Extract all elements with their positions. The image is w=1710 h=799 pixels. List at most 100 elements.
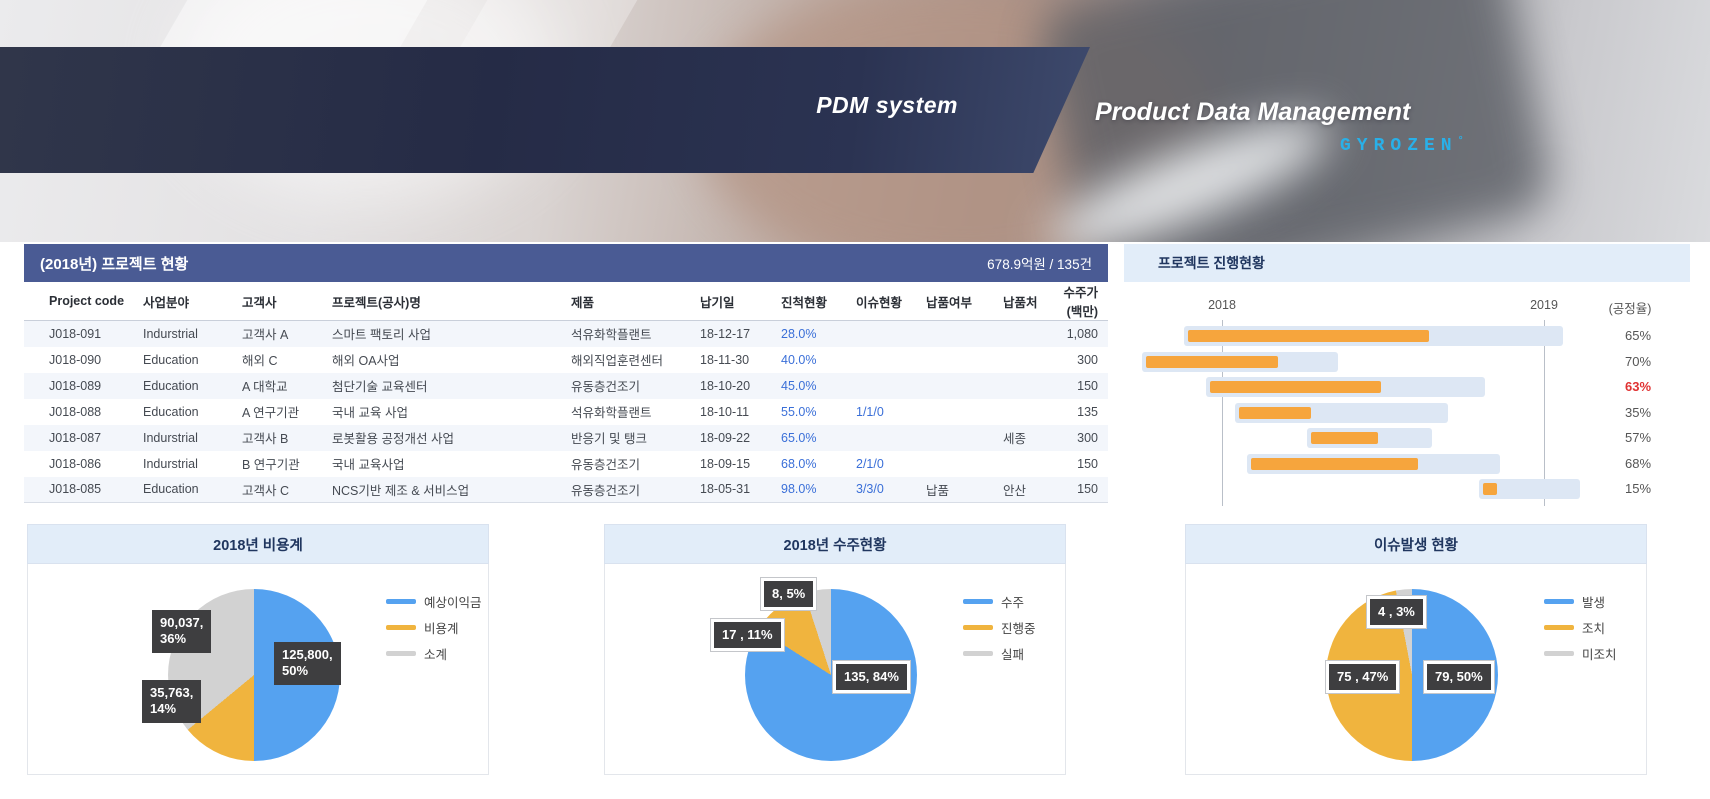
gyrozen-logo-mark: ° (1457, 136, 1464, 147)
pie-label-profit: 125,800, 50% (274, 642, 341, 685)
table-row[interactable]: J018-085 Education 고객사 C NCS기반 제조 & 서비스업 유동층… (24, 476, 1108, 503)
table-row[interactable]: J018-089 Education A 대학교 첨단기술 교육센터 유동층건조기 18-… (24, 372, 1108, 399)
cost-pie-panel: 2018년 비용계 125,800, 50% 35,763, 14% 90,03… (27, 524, 489, 775)
pdm-system-title: PDM system (816, 92, 958, 118)
table-cell: J018-090 (49, 352, 102, 367)
table-cell: B 연구기관 (242, 458, 300, 472)
table-cell: J018-088 (49, 404, 102, 419)
table-cell: 150 (1050, 476, 1108, 503)
table-row[interactable]: J018-088 Education A 연구기관 국내 교육 사업 석유화학플랜트 18… (24, 399, 1108, 425)
gantt-bar-track[interactable] (1184, 326, 1563, 346)
table-cell: 해외 C (242, 354, 278, 368)
table-cell: 고객사 C (232, 476, 322, 503)
legend-label: 예상이익금 (424, 596, 482, 610)
table-cell: J018-089 (49, 378, 102, 393)
table-cell: 유동층건조기 (571, 380, 641, 394)
gantt-row: 68% (1124, 453, 1690, 480)
table-cell (916, 321, 993, 347)
gantt-bar-track[interactable] (1307, 428, 1432, 448)
hero-banner: PDM system Product Data Management GYROZ… (0, 0, 1710, 242)
orders-pie-header: 2018년 수주현황 (604, 524, 1066, 564)
column-header: 진척현황 (771, 282, 846, 321)
table-cell: 300 (1077, 430, 1098, 445)
legend-item: 발생 (1544, 592, 1617, 611)
progress-value[interactable]: 45.0% (781, 378, 817, 393)
axis-label-2019: 2019 (1530, 298, 1558, 312)
table-row[interactable]: J018-087 Indurstrial 고객사 B 로봇활용 공정개선 사업 반응기 … (24, 424, 1108, 451)
gantt-bar-fill (1311, 432, 1378, 444)
table-cell: 안산 (993, 476, 1050, 503)
table-cell (846, 347, 916, 373)
table-cell: 18-10-11 (700, 404, 750, 419)
gantt-percent-label: 63% (1624, 379, 1652, 394)
progress-value[interactable]: 65.0% (781, 430, 817, 445)
legend-item: 진행중 (963, 618, 1036, 637)
table-row[interactable]: J018-091 Indurstrial 고객사 A 스마트 팩토리 사업 석유화학플랜… (24, 320, 1108, 347)
legend-swatch-blue-icon (1544, 599, 1574, 604)
gantt-row: 15% (1124, 479, 1690, 505)
table-cell: 유동층건조기 (571, 458, 641, 472)
progress-value[interactable]: 98.0% (771, 476, 846, 503)
issue-value[interactable]: 2/1/0 (856, 456, 884, 471)
gyrozen-logo: GYROZEN° (1340, 136, 1464, 156)
table-cell (993, 321, 1050, 347)
column-header: 납품처 (993, 282, 1050, 321)
gantt-row: 65% (1124, 326, 1690, 352)
gantt-row: 70% (1124, 351, 1690, 378)
table-cell: 300 (1077, 352, 1098, 367)
table-cell: 로봇활용 공정개선 사업 (332, 432, 454, 446)
gridline-2019 (1544, 320, 1545, 506)
progress-value[interactable]: 28.0% (781, 326, 817, 341)
table-cell: 국내 교육 사업 (332, 406, 408, 420)
table-cell: A 연구기관 (242, 406, 300, 420)
table-cell: 18-12-17 (700, 326, 751, 341)
table-header-row: Project code 사업분야 고객사 프로젝트(공사)명 제품 납기일 진척현황 이슈현… (24, 282, 1108, 321)
gantt-bar-track[interactable] (1479, 479, 1580, 499)
legend-swatch-gray-icon (963, 651, 993, 656)
pie-label-unresolved: 4 , 3% (1367, 596, 1426, 629)
table-cell: 18-10-20 (700, 378, 751, 393)
gantt-title: 프로젝트 진행현황 (1158, 255, 1265, 271)
legend-item: 조치 (1544, 618, 1617, 637)
column-header: 사업분야 (133, 282, 232, 321)
column-header: 고객사 (232, 282, 322, 321)
cost-pie-body: 125,800, 50% 35,763, 14% 90,037, 36% 예상이… (27, 564, 489, 775)
progress-value[interactable]: 55.0% (781, 404, 817, 419)
table-cell: 150 (1077, 456, 1098, 471)
pie-label-failed: 8, 5% (761, 578, 817, 611)
pie-label-won: 135, 84% (833, 661, 910, 694)
table-cell: 1,080 (1066, 326, 1098, 341)
table-cell (846, 425, 916, 451)
issue-value[interactable]: 3/3/0 (846, 476, 916, 503)
table-row[interactable]: J018-090 Education 해외 C 해외 OA사업 해외직업훈련센터 18-1… (24, 347, 1108, 373)
column-header: 이슈현황 (846, 282, 916, 321)
table-cell: 세종 (1003, 432, 1027, 446)
table-cell: Indurstrial (143, 326, 198, 341)
table-cell: 18-11-30 (700, 352, 750, 367)
issue-value[interactable]: 1/1/0 (856, 404, 884, 419)
gantt-bar-track[interactable] (1235, 402, 1448, 423)
legend-item: 수주 (963, 592, 1036, 611)
gantt-bar-track[interactable] (1142, 351, 1338, 372)
gantt-row: 63% (1124, 377, 1690, 403)
table-cell: Indurstrial (143, 430, 198, 445)
orders-pie-panel: 2018년 수주현황 135, 84% 17 , 11% 8, 5% 수주 진행… (604, 524, 1066, 775)
pie-label-occurred: 79, 50% (1424, 661, 1494, 694)
navy-ribbon (0, 47, 1090, 173)
table-cell: 납품 (916, 476, 993, 503)
table-cell: 해외직업훈련센터 (571, 354, 664, 368)
gantt-bar-track[interactable] (1206, 377, 1485, 397)
gantt-percent-label: 57% (1624, 430, 1652, 445)
column-header: 프로젝트(공사)명 (322, 282, 561, 321)
cost-pie-title: 2018년 비용계 (213, 537, 303, 554)
progress-value[interactable]: 40.0% (781, 352, 817, 367)
gantt-bar-fill (1146, 355, 1278, 368)
legend-label: 미조치 (1582, 648, 1617, 662)
gantt-bar-track[interactable] (1247, 453, 1500, 474)
column-header: 수주가(백만) (1050, 282, 1108, 321)
table-cell (993, 451, 1050, 477)
project-status-header: (2018년) 프로젝트 현황 678.9억원 / 135건 (24, 244, 1108, 282)
table-row[interactable]: J018-086 Indurstrial B 연구기관 국내 교육사업 유동층건조기 18… (24, 451, 1108, 477)
progress-value[interactable]: 68.0% (781, 456, 817, 471)
legend-swatch-gray-icon (386, 651, 416, 656)
